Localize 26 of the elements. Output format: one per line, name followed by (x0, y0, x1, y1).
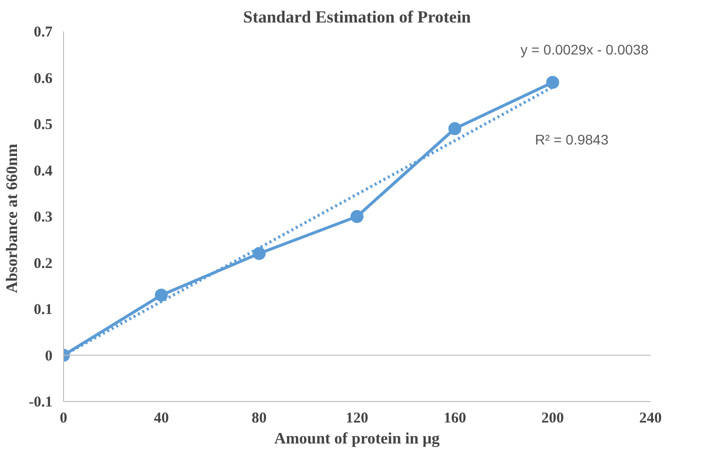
y-axis-title: Absorbance at 660nm (4, 143, 21, 294)
x-tick-label: 40 (154, 410, 169, 426)
x-tick-label: 120 (346, 410, 368, 426)
annotation: R² = 0.9843 (534, 132, 609, 148)
point (448, 122, 462, 136)
y-tick-label: 0.6 (34, 70, 53, 87)
x-tick-label: 160 (444, 410, 466, 426)
point (154, 288, 168, 302)
y-tick-label: 0.3 (34, 210, 52, 226)
y-tick-label: 0.4 (34, 163, 53, 180)
point (350, 210, 364, 223)
x-tick-label: 200 (541, 410, 564, 426)
point (546, 76, 560, 89)
y-tick-label: 0.5 (34, 117, 52, 133)
x-tick-label: 240 (639, 410, 662, 426)
x-axis-title: Amount of protein in µg (274, 430, 440, 448)
point (252, 247, 266, 260)
y-tick-label: 0 (45, 348, 52, 364)
chart-title: Standard Estimation of Protein (243, 8, 472, 26)
x-tick-label: 0 (60, 410, 68, 426)
annotation: y = 0.0029x - 0.0038 (520, 42, 649, 58)
x-tick-label: 80 (252, 410, 267, 426)
y-tick-label: 0.2 (34, 256, 52, 272)
y-tick-label: -0.1 (28, 394, 53, 410)
y-tick-label: 0.7 (34, 24, 53, 40)
y-tick-label: 0.1 (34, 302, 52, 318)
